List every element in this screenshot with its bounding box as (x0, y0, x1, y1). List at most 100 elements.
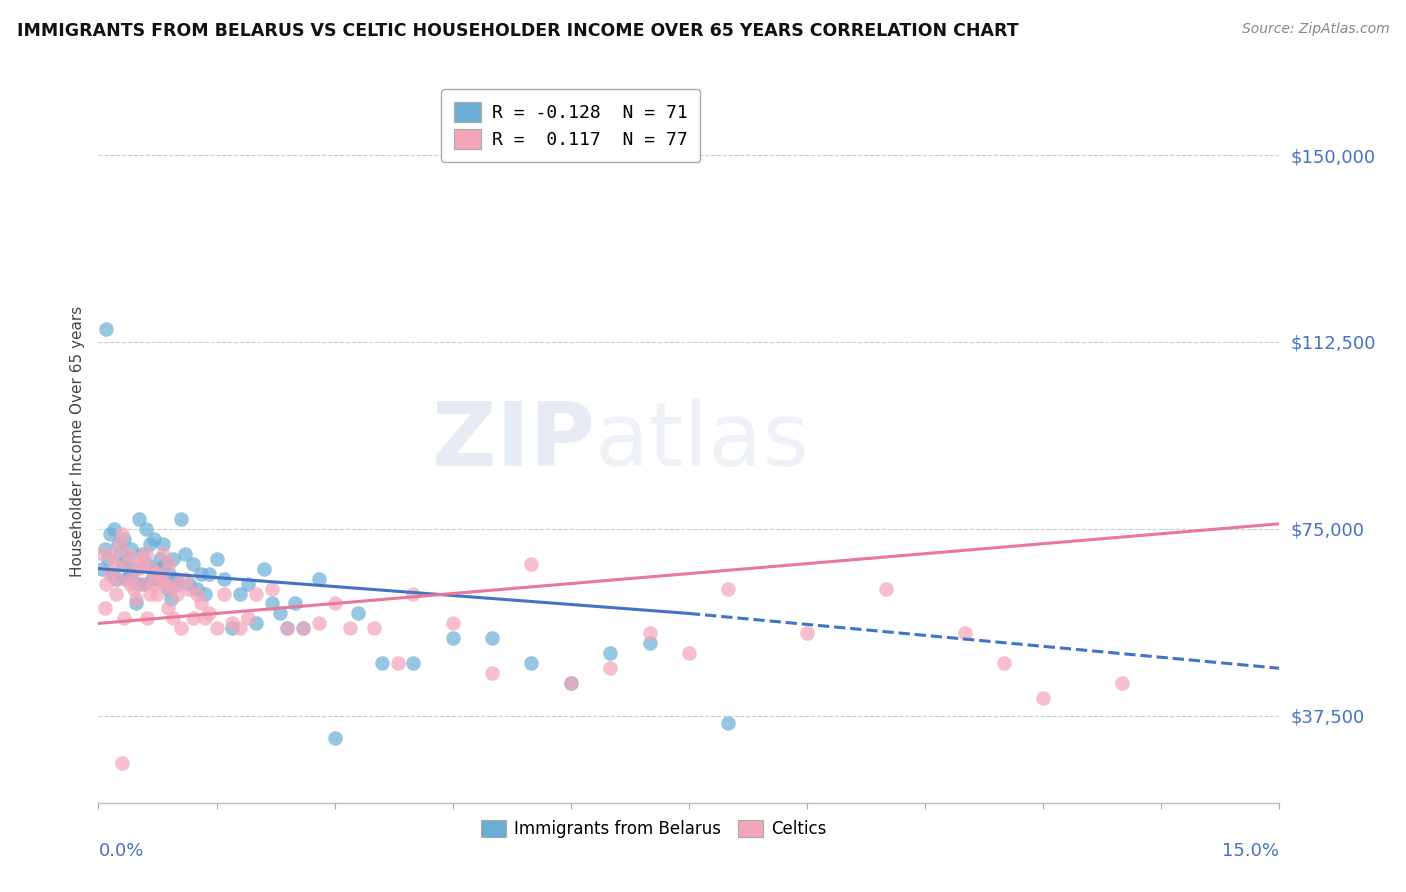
Point (97, 551, 120, 566)
Point (402, 586, 425, 600)
Point (143, 561, 166, 575)
Point (308, 616, 330, 631)
Text: 0.0%: 0.0% (98, 842, 143, 860)
Point (104, 586, 127, 600)
Point (205, 621, 228, 635)
Point (112, 532, 135, 546)
Point (150, 566, 173, 581)
Point (118, 576, 141, 591)
Point (166, 586, 188, 600)
Point (121, 572, 143, 586)
Point (143, 566, 166, 581)
Point (796, 626, 818, 640)
Point (101, 547, 124, 561)
Point (160, 582, 183, 596)
Point (93, 601, 115, 615)
Point (165, 576, 187, 591)
Point (128, 551, 150, 566)
Point (638, 636, 661, 650)
Point (156, 601, 179, 615)
Point (260, 597, 283, 611)
Point (245, 616, 267, 631)
Point (194, 586, 217, 600)
Text: IMMIGRANTS FROM BELARUS VS CELTIC HOUSEHOLDER INCOME OVER 65 YEARS CORRELATION C: IMMIGRANTS FROM BELARUS VS CELTIC HOUSEH… (17, 22, 1018, 40)
Point (347, 607, 370, 621)
Point (138, 537, 160, 551)
Point (132, 576, 155, 591)
Point (110, 547, 132, 561)
Point (229, 586, 252, 600)
Point (190, 566, 212, 581)
Point (142, 532, 165, 546)
Point (245, 586, 267, 600)
Point (481, 632, 503, 646)
Point (131, 557, 153, 571)
Point (441, 616, 464, 631)
Point (150, 572, 173, 586)
Point (155, 557, 177, 571)
Point (98, 566, 121, 581)
Text: 15.0%: 15.0% (1222, 842, 1279, 860)
Point (141, 561, 163, 575)
Point (91, 561, 114, 575)
Point (122, 561, 145, 575)
Point (135, 522, 157, 536)
Point (197, 607, 219, 621)
Point (121, 541, 143, 556)
Point (157, 566, 180, 581)
Point (103, 522, 125, 536)
Point (308, 572, 330, 586)
Text: ZIP: ZIP (432, 398, 595, 485)
Point (339, 621, 361, 635)
Point (560, 676, 582, 690)
Point (149, 566, 172, 581)
Point (152, 547, 174, 561)
Point (141, 572, 163, 586)
Point (214, 572, 236, 586)
Point (276, 621, 298, 635)
Point (111, 526, 134, 541)
Point (96, 576, 118, 591)
Point (323, 597, 346, 611)
Point (174, 572, 197, 586)
Text: Source: ZipAtlas.com: Source: ZipAtlas.com (1241, 22, 1389, 37)
Point (678, 646, 700, 660)
Point (599, 661, 621, 675)
Point (96, 322, 118, 336)
Point (165, 572, 187, 586)
Point (162, 611, 184, 625)
Point (122, 582, 145, 596)
Point (117, 551, 139, 566)
Point (136, 611, 159, 625)
Point (253, 561, 276, 575)
Point (260, 582, 283, 596)
Point (520, 557, 543, 571)
Point (284, 597, 307, 611)
Point (132, 576, 155, 591)
Y-axis label: Householder Income Over 65 years: Householder Income Over 65 years (69, 306, 84, 577)
Point (128, 512, 150, 526)
Point (115, 557, 138, 571)
Point (155, 576, 177, 591)
Point (107, 537, 129, 551)
Point (481, 666, 503, 681)
Point (181, 557, 204, 571)
Legend: Immigrants from Belarus, Celtics: Immigrants from Belarus, Celtics (474, 814, 832, 845)
Point (146, 586, 169, 600)
Text: atlas: atlas (595, 398, 810, 485)
Point (520, 657, 543, 671)
Point (186, 586, 208, 600)
Point (269, 607, 291, 621)
Point (993, 657, 1015, 671)
Point (166, 576, 188, 591)
Point (194, 611, 217, 625)
Point (177, 576, 200, 591)
Point (875, 582, 897, 596)
Point (599, 646, 621, 660)
Point (323, 731, 346, 745)
Point (136, 557, 159, 571)
Point (1032, 691, 1054, 706)
Point (110, 537, 132, 551)
Point (953, 626, 976, 640)
Point (152, 537, 174, 551)
